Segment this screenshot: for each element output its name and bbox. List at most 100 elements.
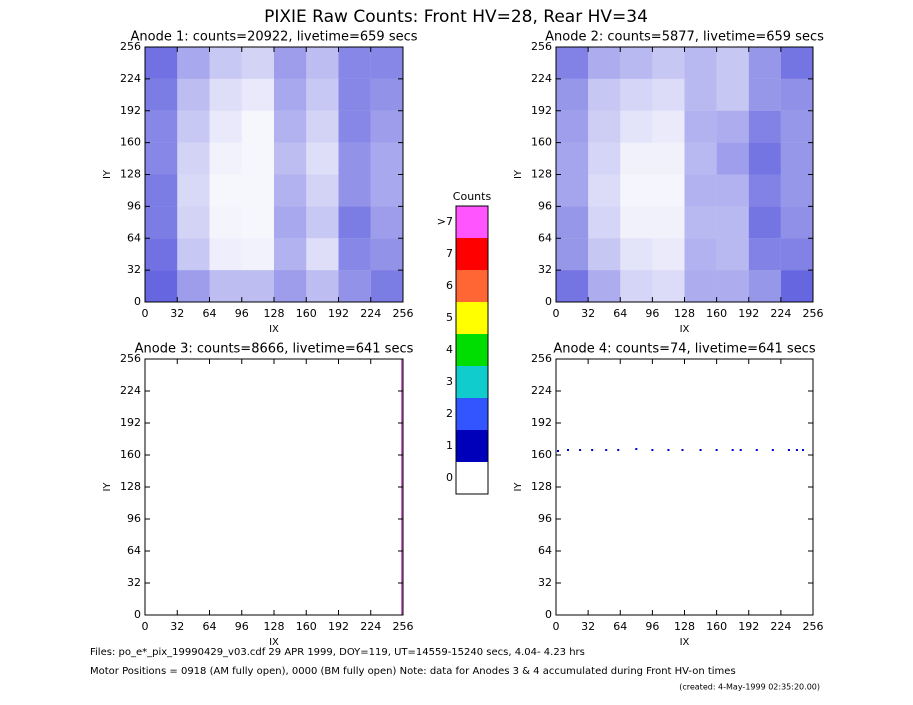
y-tick-label: 64 [538,544,552,557]
x-tick-label: 32 [581,307,595,320]
y-tick-label: 128 [531,168,552,181]
x-axis-label: IX [269,324,279,335]
heat-cell [210,175,242,207]
heat-cell [556,110,589,143]
data-point [567,449,570,451]
footer-text: Files: po_e*_pix_19990429_v03.cdf 29 APR… [90,647,585,658]
heat-cell [588,110,621,143]
heat-cell [209,270,242,302]
heat-cell [684,238,717,271]
data-point [801,449,804,451]
heat-cell [306,47,339,79]
heat-cell [780,238,813,271]
x-tick-label: 0 [553,307,560,320]
heat-cell [716,110,749,143]
x-tick-label: 192 [738,307,759,320]
y-tick-label: 224 [531,72,552,85]
heat-cell [652,270,685,302]
data-point [731,449,734,451]
colorbar-segment [456,270,488,302]
heat-cell [684,110,717,143]
panel-title: Anode 3: counts=8666, livetime=641 secs [135,342,414,357]
y-tick-label: 256 [120,40,141,53]
heat-cell [620,110,653,143]
heat-cell [716,174,749,207]
heat-cell [242,111,274,143]
heat-cell [748,110,781,143]
heat-cell [748,270,781,302]
colorbar-label: >7 [437,215,453,228]
heat-cell [748,174,781,207]
y-tick-label: 64 [538,231,552,244]
heat-cell [780,174,813,207]
heat-cell [145,78,178,111]
heat-cell [620,206,653,239]
colorbar-title: Counts [453,190,492,203]
heat-cell [306,206,339,239]
colorbar-segment [456,462,488,494]
heat-cell [145,47,178,79]
heat-cell [620,78,653,111]
heat-cell [716,78,749,111]
heat-cell [370,238,403,271]
heat-cell [780,142,813,175]
x-tick-label: 64 [613,307,627,320]
heat-cell [684,206,717,239]
y-axis-label: IY [513,482,524,492]
data-point [667,449,670,451]
y-tick-label: 32 [127,263,141,276]
data-point [739,449,742,451]
heat-cell [588,206,621,239]
heat-cell [588,142,621,175]
y-tick-label: 128 [531,480,552,493]
y-axis-label: IY [102,169,113,179]
heat-cell [652,206,685,239]
heat-cell [652,142,685,175]
heat-cell [209,47,242,79]
heat-cell [145,238,178,271]
heat-cell [209,238,242,271]
heat-cell [306,270,339,302]
y-tick-label: 64 [127,544,141,557]
heat-cell [370,270,403,302]
y-tick-label: 160 [531,136,552,149]
heat-cell [242,175,274,207]
heat-cell [338,142,371,175]
y-tick-label: 0 [134,608,141,621]
y-tick-label: 32 [538,263,552,276]
x-tick-label: 160 [706,620,727,633]
heat-cell [370,142,403,175]
heat-cell [652,110,685,143]
heat-cell [556,47,589,79]
heat-cell [588,47,621,79]
y-tick-label: 224 [120,384,141,397]
x-axis-label: IX [269,637,279,648]
heat-cell [588,174,621,207]
heat-cell [684,270,717,302]
heat-cell [145,270,178,302]
y-tick-label: 256 [120,352,141,365]
y-tick-label: 192 [120,416,141,429]
data-point [699,449,702,451]
heat-cell [780,47,813,79]
heat-cell [177,238,210,271]
heat-cell [177,142,210,175]
heat-cell [209,206,242,239]
y-tick-label: 192 [531,416,552,429]
heat-cell [177,174,210,207]
y-tick-label: 32 [538,576,552,589]
heat-cell [177,47,210,79]
colorbar-segment [456,334,488,366]
x-tick-label: 32 [170,307,184,320]
heat-cell [274,206,307,239]
heat-cell [748,142,781,175]
x-tick-label: 160 [706,307,727,320]
y-tick-label: 160 [531,448,552,461]
heat-cell [370,174,403,207]
heat-cell [338,110,371,143]
data-point [715,449,718,451]
heat-cell [177,78,210,111]
colorbar-segment [456,430,488,462]
y-axis-label: IY [513,169,524,179]
